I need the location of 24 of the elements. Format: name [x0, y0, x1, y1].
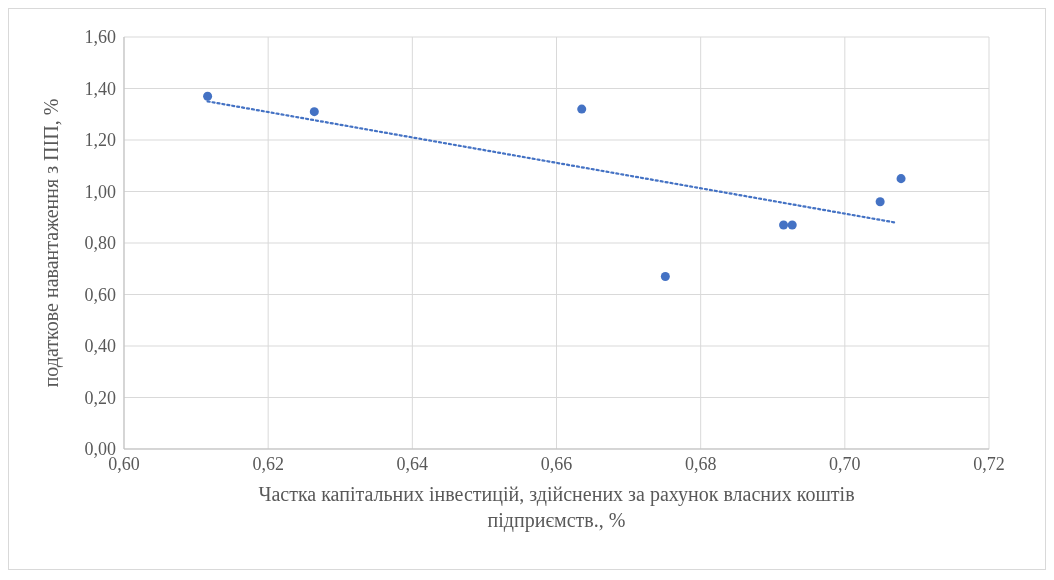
- y-tick-label: 1,60: [84, 27, 116, 48]
- x-tick-label: 0,64: [396, 453, 429, 474]
- y-tick-label: 1,40: [84, 78, 116, 99]
- point: [875, 197, 885, 207]
- x-tick-label: 0,62: [252, 453, 284, 474]
- y-tick-label: 0,80: [84, 233, 116, 254]
- x-tick-label: 0,70: [829, 453, 861, 474]
- x-tick-label: 0,66: [540, 453, 573, 474]
- point: [787, 220, 797, 230]
- y-tick-label: 0,60: [84, 284, 116, 305]
- point: [577, 104, 587, 114]
- y-tick-label: 0,40: [84, 336, 116, 357]
- point: [309, 107, 319, 117]
- point: [203, 91, 213, 101]
- y-tick-label: 1,00: [84, 181, 116, 202]
- x-tick-label: 0,68: [684, 453, 717, 474]
- y-tick-label: 1,20: [84, 130, 116, 151]
- point: [779, 220, 789, 230]
- point: [896, 174, 906, 184]
- point: [660, 271, 670, 281]
- y-tick-label: 0,20: [84, 387, 116, 408]
- y-axis-title: податкове навантаження з ПІП, %: [40, 98, 64, 388]
- x-axis-title: Частка капітальних інвестицій, здійснених за рахунок власних коштів підприємств., %: [258, 483, 855, 532]
- x-tick-label: 0,72: [973, 453, 1005, 474]
